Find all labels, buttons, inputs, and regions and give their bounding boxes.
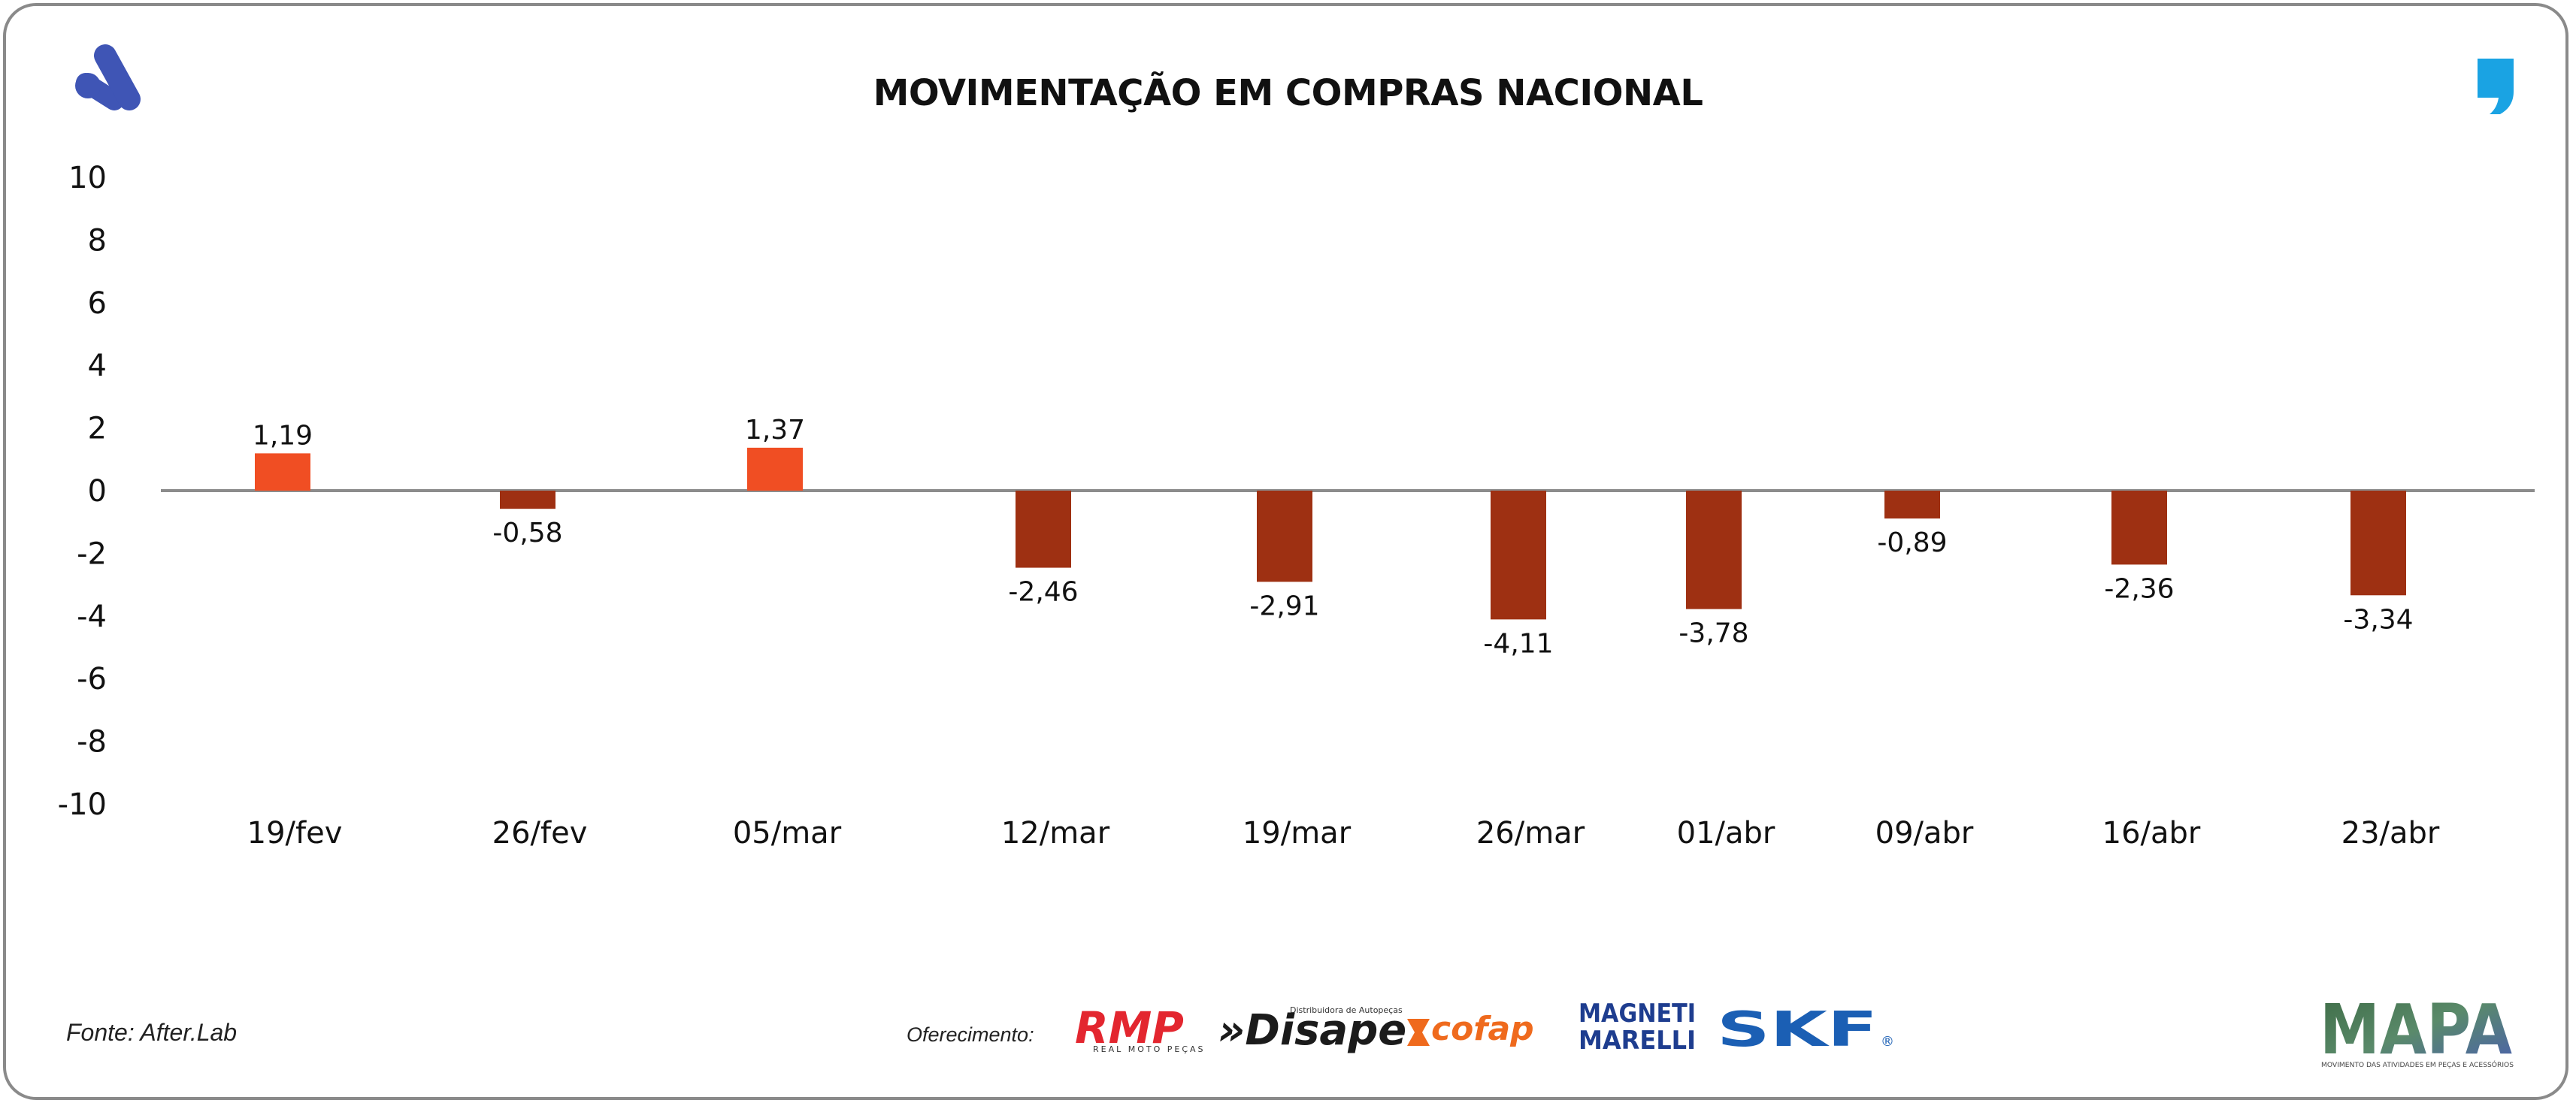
bar <box>255 453 310 491</box>
bar-value-label: -0,58 <box>492 518 562 548</box>
y-tick-label: -6 <box>77 662 107 697</box>
bar-value-label: -3,34 <box>2343 604 2413 635</box>
bar <box>2350 491 2406 596</box>
bar-value-label: -0,89 <box>1877 527 1947 558</box>
bar-value-label: -4,11 <box>1483 628 1553 659</box>
source-note: Fonte: After.Lab <box>66 1019 238 1046</box>
y-tick-label: -10 <box>58 787 107 822</box>
y-tick-label: 4 <box>88 349 107 383</box>
bar <box>1884 491 1940 519</box>
bar-value-label: -3,78 <box>1678 618 1748 649</box>
x-tick-label: 19/mar <box>1243 816 1352 851</box>
x-tick-label: 26/mar <box>1476 816 1585 851</box>
bar <box>747 447 803 491</box>
bar <box>1016 491 1071 568</box>
y-tick-label: -8 <box>77 725 107 760</box>
y-tick-label: -4 <box>77 600 107 634</box>
x-tick-label: 26/fev <box>492 816 588 851</box>
x-tick-label: 05/mar <box>733 816 842 851</box>
bar <box>500 491 555 509</box>
y-axis-ticks: 10 8 6 4 2 0 -2 -4 -6 -8 -10 <box>58 161 107 822</box>
y-tick-label: 0 <box>88 474 107 509</box>
sponsor-label: Oferecimento: <box>907 1023 1034 1046</box>
bars <box>255 447 2406 620</box>
bar-value-label: -2,46 <box>1008 577 1078 608</box>
bar-value-label: -2,36 <box>2104 573 2174 604</box>
x-tick-label: 23/abr <box>2341 816 2440 851</box>
bar <box>1257 491 1312 582</box>
x-tick-label: 16/abr <box>2102 816 2201 851</box>
y-tick-label: 8 <box>88 223 107 258</box>
x-tick-label: 19/fev <box>247 816 343 851</box>
x-tick-label: 12/mar <box>1001 816 1110 851</box>
x-axis-ticks: 19/fev 26/fev 05/mar 12/mar 19/mar 26/mar 01/a… <box>247 816 2440 851</box>
bar-value-label: 1,37 <box>745 415 805 446</box>
chart-title: MOVIMENTAÇÃO EM COMPRAS NACIONAL <box>873 72 1703 114</box>
y-tick-label: 2 <box>88 412 107 446</box>
bar <box>2111 491 2167 565</box>
bar <box>1491 491 1546 620</box>
x-tick-label: 01/abr <box>1677 816 1775 851</box>
y-tick-label: -2 <box>77 536 107 571</box>
y-tick-label: 10 <box>68 161 107 195</box>
bar <box>1686 491 1742 609</box>
bar-value-label: 1,19 <box>253 420 313 451</box>
y-tick-label: 6 <box>88 286 107 321</box>
bar-value-labels: 1,19 -0,58 1,37 -2,46 -2,91 -4,11 -3,78 -0,89 -2… <box>253 415 2414 660</box>
bar-value-label: -2,91 <box>1249 591 1319 621</box>
x-tick-label: 09/abr <box>1875 816 1974 851</box>
